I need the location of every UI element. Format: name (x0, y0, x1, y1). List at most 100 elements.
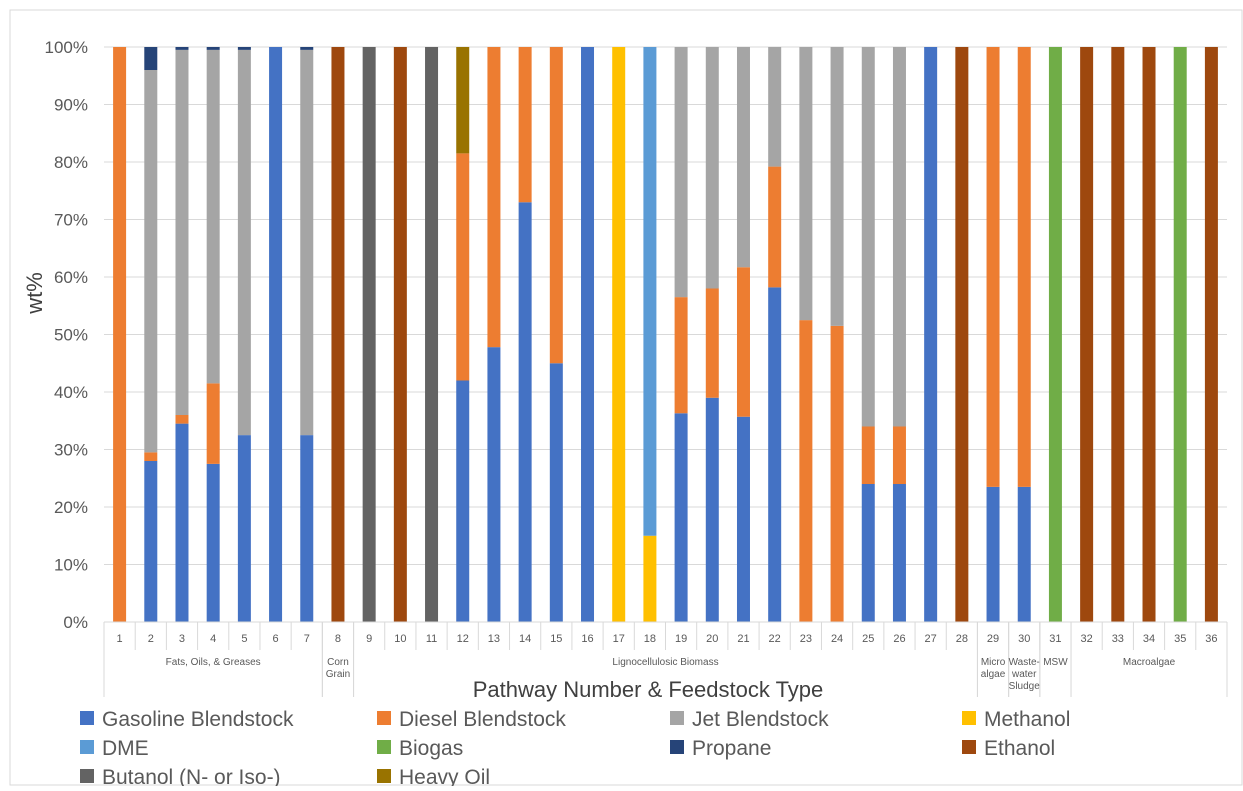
bar-segment (1111, 47, 1125, 622)
x-tick-label: 29 (987, 633, 999, 645)
bar-segment (144, 47, 158, 70)
x-tick-label: 26 (893, 633, 905, 645)
group-label: Lignocellulosic Biomass (612, 657, 718, 668)
x-tick-label: 15 (550, 633, 562, 645)
bar-segment (425, 47, 439, 622)
group-label: water (1011, 669, 1037, 680)
x-tick-label: 32 (1081, 633, 1093, 645)
bar-segment (768, 287, 782, 622)
x-tick-label: 2 (148, 633, 154, 645)
y-tick-label: 70% (54, 211, 88, 230)
y-tick-label: 100% (45, 38, 88, 57)
bar-segment (300, 435, 314, 622)
bar-segment (237, 47, 251, 50)
bar-segment (1204, 47, 1218, 622)
group-label: MSW (1043, 657, 1068, 668)
bar-segment (830, 325, 844, 622)
y-tick-label: 20% (54, 498, 88, 517)
y-tick-label: 40% (54, 383, 88, 402)
bar-segment (861, 426, 875, 484)
y-tick-label: 80% (54, 153, 88, 172)
x-tick-label: 30 (1018, 633, 1030, 645)
bar-segment (331, 47, 345, 622)
bar-segment (705, 288, 719, 398)
bar-segment (206, 47, 220, 50)
legend-swatch (962, 740, 976, 754)
x-tick-label: 9 (366, 633, 372, 645)
bar-segment (175, 49, 189, 415)
bars (113, 47, 1218, 622)
bar-segment (144, 461, 158, 622)
group-label: Macroalgae (1123, 657, 1176, 668)
bar-segment (799, 320, 813, 622)
bar-segment (518, 202, 532, 622)
bar-segment (736, 267, 750, 417)
x-tick-label: 19 (675, 633, 687, 645)
bar-segment (986, 486, 1000, 622)
y-tick-label: 10% (54, 556, 88, 575)
x-tick-label: 27 (925, 633, 937, 645)
bar-segment (549, 47, 563, 364)
bar-segment (206, 49, 220, 384)
bar-segment (456, 47, 470, 154)
x-tick-label: 36 (1205, 633, 1217, 645)
x-axis-title: Pathway Number & Feedstock Type (473, 677, 824, 702)
x-tick-label: 21 (737, 633, 749, 645)
bar-segment (393, 47, 407, 622)
bar-segment (799, 47, 813, 321)
bar-segment (861, 484, 875, 622)
legend-swatch (377, 769, 391, 783)
y-tick-label: 0% (63, 613, 88, 632)
x-tick-label: 6 (273, 633, 279, 645)
x-tick-label: 11 (426, 633, 437, 645)
bar-segment (830, 47, 844, 326)
legend-swatch (377, 711, 391, 725)
y-axis-title: wt% (22, 272, 47, 315)
legend-label: Biogas (399, 737, 463, 760)
bar-segment (549, 363, 563, 622)
y-tick-label: 30% (54, 441, 88, 460)
bar-segment (1048, 47, 1062, 622)
x-tick-label: 7 (304, 633, 310, 645)
x-tick-label: 20 (706, 633, 718, 645)
group-label: Grain (326, 669, 350, 680)
x-tick-label: 33 (1112, 633, 1124, 645)
legend-label: DME (102, 737, 149, 760)
bar-segment (705, 397, 719, 622)
x-axis: 1 2 3 4 5 6 7 8 9 10 11 12 13 14 15 16 17 18 19 20 21 22 23 24 2… (103, 621, 1228, 697)
legend-label: Heavy Oil (399, 766, 490, 786)
x-tick-label: 1 (117, 633, 123, 645)
bar-segment (456, 153, 470, 381)
x-tick-label: 34 (1143, 633, 1155, 645)
group-label: Sludge (1009, 681, 1041, 692)
bar-segment (269, 47, 283, 622)
bar-segment (581, 47, 595, 622)
legend-swatch (80, 711, 94, 725)
legend-swatch (377, 740, 391, 754)
bar-segment (175, 47, 189, 50)
y-tick-label: 60% (54, 268, 88, 287)
bar-segment (892, 426, 906, 484)
bar-segment (144, 452, 158, 461)
bar-segment (1080, 47, 1094, 622)
bar-segment (175, 423, 189, 622)
bar-segment (705, 47, 719, 289)
group-label: Micro (981, 657, 1006, 668)
x-tick-label: 16 (581, 633, 593, 645)
bar-segment (487, 47, 501, 348)
legend-swatch (670, 740, 684, 754)
x-tick-label: 18 (644, 633, 656, 645)
bar-segment (1017, 486, 1031, 622)
bar-segment (768, 166, 782, 288)
legend-label: Butanol (N- or Iso-) (102, 766, 281, 786)
bar-segment (736, 416, 750, 622)
group-label: Waste- (1009, 657, 1040, 668)
legend-label: Gasoline Blendstock (102, 708, 294, 731)
x-tick-label: 22 (769, 633, 781, 645)
x-tick-label: 4 (210, 633, 216, 645)
bar-segment (144, 70, 158, 453)
x-tick-label: 25 (862, 633, 874, 645)
x-tick-label: 12 (457, 633, 469, 645)
